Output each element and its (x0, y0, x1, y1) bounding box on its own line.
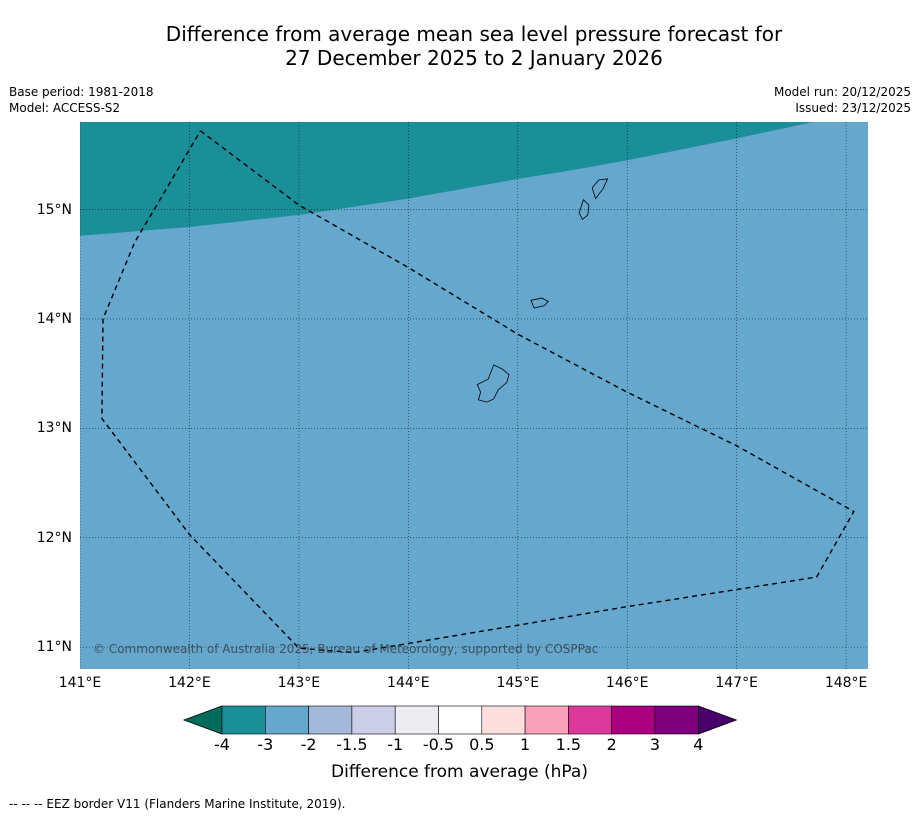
island-guam (476, 364, 510, 403)
x-tick-label: 146°E (605, 675, 649, 691)
colorbar-tick-label: -2 (300, 735, 317, 754)
x-tick-label: 145°E (496, 675, 540, 691)
colorbar-swatch (524, 705, 569, 735)
colorbar-swatch (438, 705, 483, 735)
islands (476, 178, 609, 403)
base-period-text: Base period: 1981-2018 (9, 85, 154, 99)
issued-text: Issued: 23/12/2025 (795, 101, 911, 115)
island-tinian (578, 198, 590, 221)
colorbar-tick-label: 4 (693, 735, 704, 754)
colorbar-swatch (611, 705, 656, 735)
grid-lines (80, 122, 868, 669)
title-line-1: Difference from average mean sea level p… (165, 22, 783, 46)
colorbar-swatch (654, 705, 699, 735)
colorbar-tick-label: 1.5 (555, 735, 582, 754)
island-saipan (591, 178, 609, 200)
x-tick-label: 148°E (824, 675, 868, 691)
colorbar-swatch (308, 705, 353, 735)
x-tick-label: 144°E (387, 675, 430, 691)
y-tick-label: 13°N (36, 420, 72, 437)
chart-title: Difference from average mean sea level p… (80, 22, 868, 70)
colorbar-tick-label: 2 (606, 735, 617, 754)
y-tick-label: 11°N (36, 639, 72, 656)
title-line-2: 27 December 2025 to 2 January 2026 (285, 46, 663, 70)
y-tick-label: 12°N (36, 529, 72, 546)
copyright-text: © Commonwealth of Australia 2025, Bureau… (93, 642, 598, 656)
model-text: Model: ACCESS-S2 (9, 101, 121, 115)
y-tick-label: 14°N (36, 310, 72, 327)
eez-legend-text: -- -- -- EEZ border V11 (Flanders Marine… (9, 797, 346, 811)
colorbar-extend-low (182, 705, 223, 735)
colorbar-tick-label: -4 (214, 735, 230, 754)
colorbar-tick-label: 0.5 (469, 735, 495, 754)
meta-right: Model run: 20/12/2025 Issued: 23/12/2025 (774, 84, 911, 116)
y-tick-label: 15°N (36, 201, 72, 218)
colorbar-swatch (264, 705, 309, 735)
x-tick-label: 147°E (715, 675, 758, 691)
colorbar-swatch (394, 705, 439, 735)
x-tick-label: 142°E (168, 675, 211, 691)
colorbar-tick-label: -1.5 (336, 735, 368, 754)
fill-region-low (80, 122, 814, 236)
colorbar-tick-label: 3 (649, 735, 661, 754)
colorbar-extend-high (697, 705, 738, 735)
eez-border (101, 130, 855, 654)
colorbar-tick-label: 1 (520, 735, 531, 754)
meta-left: Base period: 1981-2018 Model: ACCESS-S2 (9, 84, 154, 116)
colorbar-swatch (568, 705, 613, 735)
model-run-text: Model run: 20/12/2025 (773, 85, 911, 99)
colorbar-label: Difference from average (hPa) (331, 762, 588, 782)
x-tick-label: 143°E (277, 675, 321, 691)
colorbar-tick-label: -3 (257, 735, 274, 754)
island-rota (530, 297, 550, 309)
colorbar-tick-label: -1 (387, 735, 404, 754)
colorbar-swatch (351, 705, 396, 735)
colorbar-swatch (221, 705, 266, 735)
colorbar-tick-label: -0.5 (422, 735, 455, 754)
colorbar (182, 705, 738, 735)
colorbar-swatch (481, 705, 526, 735)
x-tick-label: 141°E (58, 675, 102, 691)
